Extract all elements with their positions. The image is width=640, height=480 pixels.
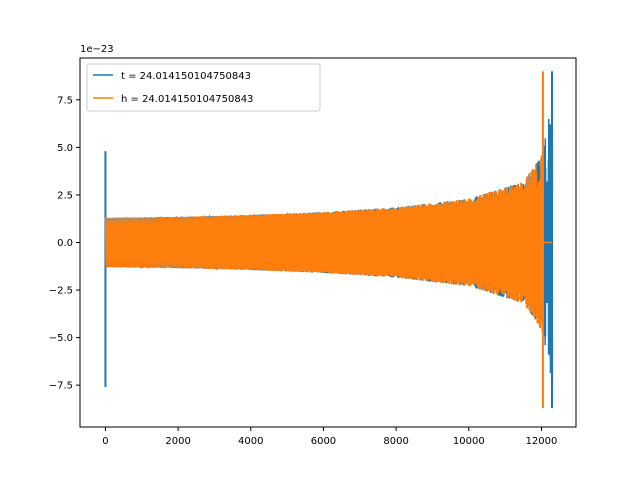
y-tick-label: 7.5	[57, 95, 73, 106]
x-tick-label: 8000	[383, 436, 408, 447]
x-axis: 0 2000 4000 6000 8000 10000 12000	[102, 427, 557, 447]
x-tick-label: 0	[102, 436, 108, 447]
x-tick-label: 12000	[526, 436, 558, 447]
y-tick-label: 5.0	[57, 143, 73, 154]
y-offset-label: 1e−23	[80, 44, 114, 55]
y-tick-label: 0.0	[57, 238, 73, 249]
x-tick-label: 10000	[453, 436, 485, 447]
legend-box	[86, 63, 321, 112]
y-axis: −7.5 −5.0 −2.5 0.0 2.5 5.0 7.5	[49, 95, 80, 392]
legend-label-t: t = 24.014150104750843	[121, 71, 251, 82]
legend-label-h: h = 24.014150104750843	[121, 94, 253, 105]
x-tick-label: 6000	[311, 436, 336, 447]
legend: t = 24.014150104750843 h = 24.0141501047…	[86, 63, 321, 112]
y-tick-label: 2.5	[57, 190, 73, 201]
x-tick-label: 4000	[238, 436, 263, 447]
x-tick-label: 2000	[165, 436, 190, 447]
series-layer	[104, 71, 554, 408]
y-tick-label: −5.0	[49, 333, 73, 344]
y-tick-label: −7.5	[49, 381, 73, 392]
series-h-line	[104, 154, 544, 332]
y-tick-label: −2.5	[49, 286, 73, 297]
